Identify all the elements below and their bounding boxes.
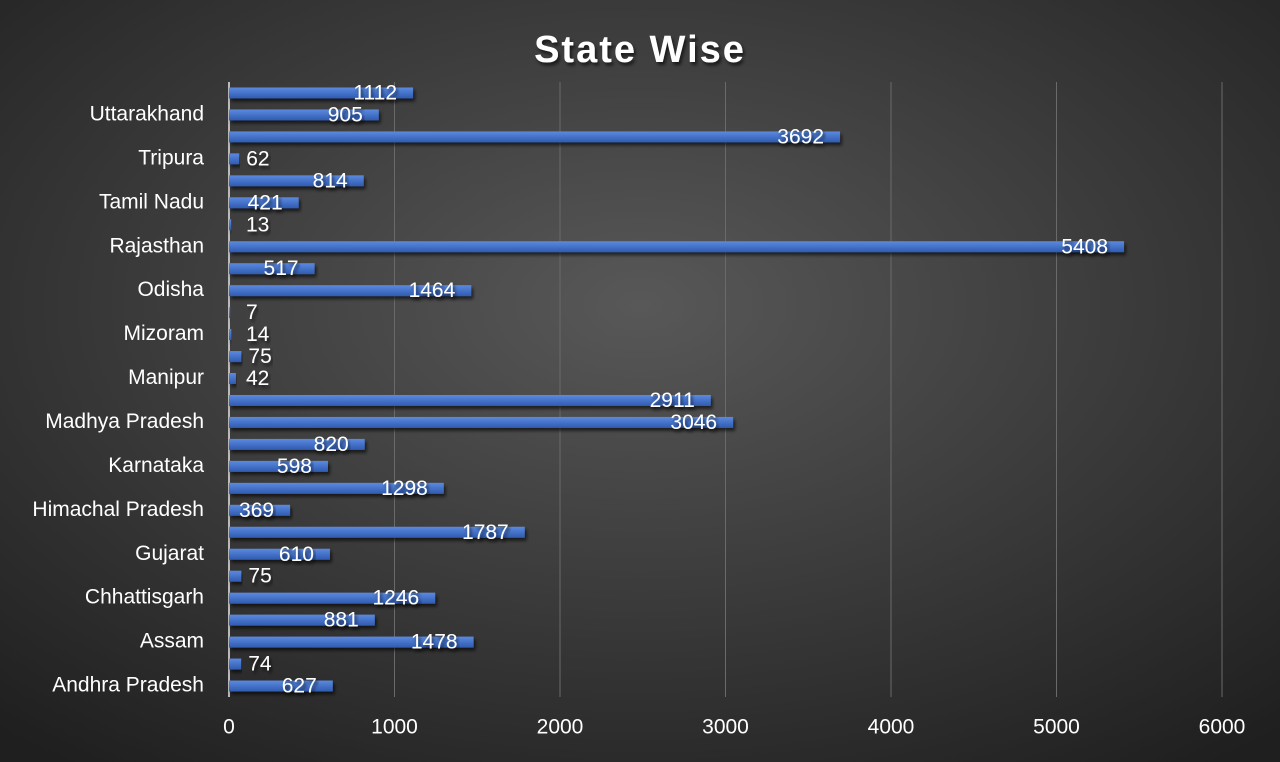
bar: [229, 197, 299, 209]
data-label: 881: [324, 609, 359, 632]
y-tick-label: Gujarat: [135, 542, 204, 565]
x-tick-label: 1000: [371, 716, 418, 739]
x-tick-label: 4000: [868, 716, 915, 739]
data-label: 517: [264, 257, 299, 280]
bar: [229, 153, 240, 165]
data-label: 627: [282, 675, 317, 698]
bar: [229, 373, 236, 385]
data-label: 42: [246, 367, 269, 390]
bar: [229, 592, 436, 604]
bar: [229, 307, 231, 319]
bar: [229, 131, 841, 143]
bar: [229, 438, 365, 450]
bar: [229, 636, 474, 648]
y-tick-label: Chhattisgarh: [85, 586, 204, 609]
bar: [229, 680, 333, 692]
data-label: 1298: [381, 477, 428, 500]
bar: [229, 504, 291, 516]
bar: [229, 548, 330, 560]
x-tick-label: 0: [223, 716, 235, 739]
y-tick-label: Mizoram: [123, 322, 204, 345]
bar: [229, 460, 328, 472]
bar: [229, 351, 242, 363]
y-tick-label: Manipur: [128, 366, 204, 389]
bar: [229, 658, 242, 670]
y-tick-label: Rajasthan: [109, 234, 204, 257]
data-label: 74: [248, 653, 272, 676]
bar: [229, 241, 1125, 253]
x-tick-label: 6000: [1199, 716, 1246, 739]
bar: [229, 482, 444, 494]
bar: [229, 109, 379, 121]
bar: [229, 394, 711, 406]
bar: [229, 526, 525, 538]
data-label: 14: [246, 323, 270, 346]
y-tick-label: Uttarakhand: [90, 102, 204, 125]
data-label: 905: [328, 103, 363, 126]
y-tick-label: Himachal Pradesh: [32, 498, 204, 521]
chart-title: State Wise: [534, 29, 746, 71]
data-label: 820: [314, 433, 349, 456]
data-label: 1246: [372, 587, 419, 610]
data-label: 421: [248, 191, 283, 214]
data-label: 2911: [650, 389, 695, 412]
y-tick-label: Odisha: [137, 278, 204, 301]
x-tick-label: 3000: [702, 716, 749, 739]
bar: [229, 570, 242, 582]
bar: [229, 219, 232, 231]
y-tick-label: Andhra Pradesh: [52, 674, 204, 697]
data-label: 598: [277, 455, 312, 478]
y-tick-label: Tripura: [138, 146, 204, 169]
data-label: 1464: [409, 279, 456, 302]
y-tick-label: Madhya Pradesh: [45, 410, 204, 433]
data-label: 7: [246, 301, 258, 324]
y-tick-label: Tamil Nadu: [99, 190, 204, 213]
bar: [229, 614, 375, 626]
bar: [229, 329, 232, 341]
x-tick-label: 5000: [1033, 716, 1080, 739]
data-label: 5408: [1061, 235, 1108, 258]
bar: [229, 285, 472, 297]
data-label: 75: [248, 565, 271, 588]
bar: [229, 87, 414, 99]
y-tick-label: Karnataka: [108, 454, 204, 477]
data-label: 369: [239, 499, 274, 522]
bar: [229, 263, 315, 275]
data-label: 1112: [353, 82, 397, 105]
bar: [229, 416, 734, 428]
data-label: 1478: [411, 631, 458, 654]
x-tick-label: 2000: [537, 716, 584, 739]
data-label: 3692: [777, 125, 824, 148]
data-label: 75: [248, 345, 271, 368]
data-label: 610: [279, 543, 314, 566]
data-label: 3046: [670, 411, 717, 434]
data-label: 814: [313, 169, 348, 192]
y-tick-label: Assam: [140, 630, 204, 653]
bar: [229, 175, 364, 187]
data-label: 62: [246, 147, 269, 170]
data-label: 1787: [462, 521, 509, 544]
data-label: 13: [246, 213, 269, 236]
